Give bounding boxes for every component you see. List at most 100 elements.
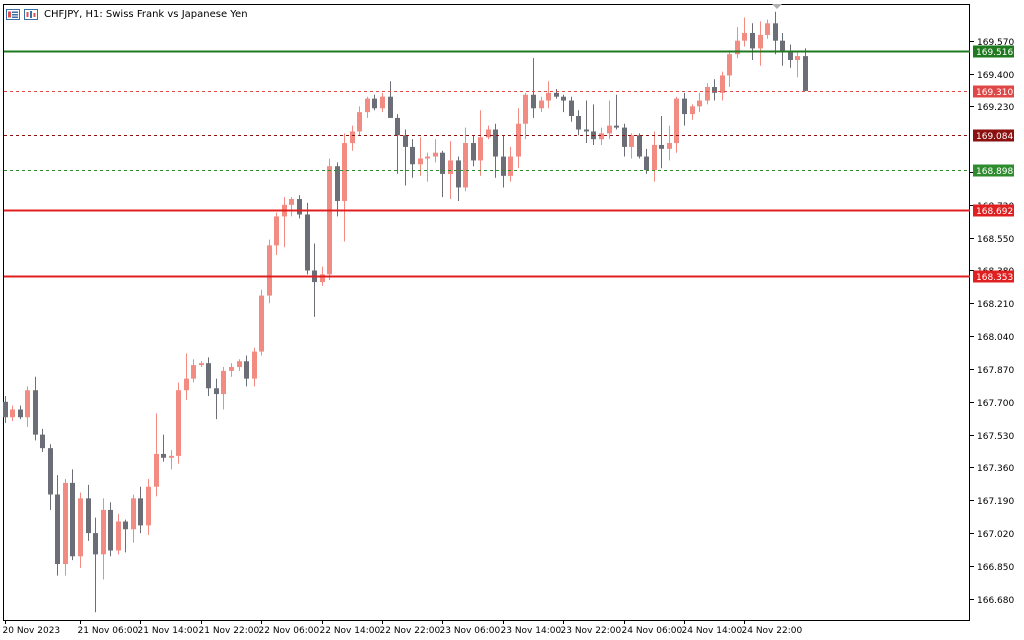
- candle-body[interactable]: [599, 133, 604, 140]
- candle-body[interactable]: [25, 390, 30, 418]
- candle-body[interactable]: [508, 156, 513, 176]
- candle-body[interactable]: [531, 94, 536, 109]
- candle-body[interactable]: [388, 96, 393, 118]
- candle-body[interactable]: [214, 388, 219, 395]
- candle-body[interactable]: [486, 129, 491, 138]
- candle-body[interactable]: [667, 143, 672, 149]
- candle-body[interactable]: [652, 144, 657, 171]
- candle-body[interactable]: [335, 166, 340, 201]
- candle-body[interactable]: [501, 156, 506, 176]
- candle-body[interactable]: [735, 40, 740, 55]
- candle-body[interactable]: [252, 351, 257, 379]
- candle-body[interactable]: [244, 361, 249, 379]
- candle-body[interactable]: [372, 98, 377, 109]
- candle-body[interactable]: [101, 509, 106, 555]
- candle-body[interactable]: [297, 199, 302, 215]
- candle-body[interactable]: [70, 482, 75, 557]
- candle-body[interactable]: [78, 498, 83, 557]
- candle-body[interactable]: [780, 40, 785, 53]
- candle-body[interactable]: [18, 409, 23, 418]
- candle-body[interactable]: [289, 199, 294, 205]
- candle-body[interactable]: [40, 434, 45, 449]
- candle-body[interactable]: [403, 135, 408, 147]
- candle-body[interactable]: [720, 75, 725, 93]
- candle-body[interactable]: [644, 156, 649, 171]
- candle-body[interactable]: [554, 92, 559, 97]
- candle-body[interactable]: [221, 370, 226, 395]
- candle-body[interactable]: [765, 23, 770, 35]
- candle-body[interactable]: [154, 453, 159, 487]
- candle-body[interactable]: [365, 98, 370, 113]
- candle-body[interactable]: [146, 486, 151, 526]
- candle-body[interactable]: [727, 54, 732, 76]
- candle-body[interactable]: [108, 509, 113, 551]
- candle-body[interactable]: [697, 100, 702, 107]
- candle-body[interactable]: [410, 146, 415, 165]
- candle-body[interactable]: [576, 116, 581, 130]
- candle-body[interactable]: [803, 56, 808, 91]
- candle-body[interactable]: [63, 482, 68, 564]
- candle-body[interactable]: [433, 152, 438, 157]
- candle-body[interactable]: [161, 453, 166, 458]
- candle-body[interactable]: [176, 390, 181, 456]
- candle-body[interactable]: [10, 409, 15, 418]
- candle-body[interactable]: [305, 214, 310, 271]
- candle-body[interactable]: [138, 498, 143, 526]
- candle-body[interactable]: [788, 52, 793, 60]
- chart-shift-marker-icon[interactable]: [772, 4, 782, 9]
- candle-body[interactable]: [456, 160, 461, 188]
- candle-body[interactable]: [629, 135, 634, 147]
- candle-body[interactable]: [320, 274, 325, 283]
- candle-body[interactable]: [33, 390, 38, 435]
- candle-body[interactable]: [395, 117, 400, 136]
- candle-body[interactable]: [259, 295, 264, 352]
- candle-body[interactable]: [493, 129, 498, 157]
- candle-body[interactable]: [418, 158, 423, 165]
- candle-body[interactable]: [712, 87, 717, 93]
- candle-body[interactable]: [327, 166, 332, 275]
- candle-body[interactable]: [795, 56, 800, 60]
- candle-body[interactable]: [86, 498, 91, 534]
- candle-body[interactable]: [448, 160, 453, 174]
- candle-body[interactable]: [229, 367, 234, 371]
- candle-body[interactable]: [478, 137, 483, 161]
- candle-body[interactable]: [690, 106, 695, 115]
- indicator-icon[interactable]: [24, 8, 38, 20]
- candle-body[interactable]: [742, 32, 747, 41]
- candle-body[interactable]: [561, 96, 566, 101]
- candle-body[interactable]: [380, 96, 385, 109]
- candle-body[interactable]: [523, 94, 528, 124]
- candle-body[interactable]: [48, 448, 53, 495]
- candle-body[interactable]: [674, 98, 679, 144]
- candle-body[interactable]: [440, 152, 445, 174]
- candle-body[interactable]: [773, 23, 778, 41]
- candle-body[interactable]: [546, 92, 551, 101]
- candle-body[interactable]: [123, 521, 128, 530]
- candle-body[interactable]: [274, 216, 279, 246]
- candle-body[interactable]: [516, 123, 521, 157]
- candle-body[interactable]: [267, 245, 272, 296]
- candle-body[interactable]: [199, 363, 204, 366]
- candle-body[interactable]: [131, 498, 136, 530]
- candle-body[interactable]: [607, 125, 612, 134]
- candle-body[interactable]: [342, 143, 347, 201]
- candle-body[interactable]: [758, 34, 763, 49]
- candle-body[interactable]: [622, 127, 627, 147]
- candle-body[interactable]: [191, 365, 196, 379]
- candle-body[interactable]: [471, 143, 476, 161]
- candle-body[interactable]: [169, 455, 174, 458]
- candle-body[interactable]: [93, 533, 98, 555]
- candle-body[interactable]: [55, 494, 60, 564]
- candle-body[interactable]: [350, 131, 355, 144]
- candle-body[interactable]: [357, 112, 362, 132]
- candle-body[interactable]: [637, 135, 642, 157]
- candle-body[interactable]: [425, 156, 430, 159]
- chart-type-icon[interactable]: [6, 8, 20, 20]
- candle-body[interactable]: [237, 361, 242, 368]
- candle-body[interactable]: [3, 401, 8, 418]
- candle-body[interactable]: [116, 521, 121, 551]
- candle-body[interactable]: [682, 98, 687, 115]
- candle-body[interactable]: [659, 144, 664, 149]
- candle-body[interactable]: [750, 32, 755, 49]
